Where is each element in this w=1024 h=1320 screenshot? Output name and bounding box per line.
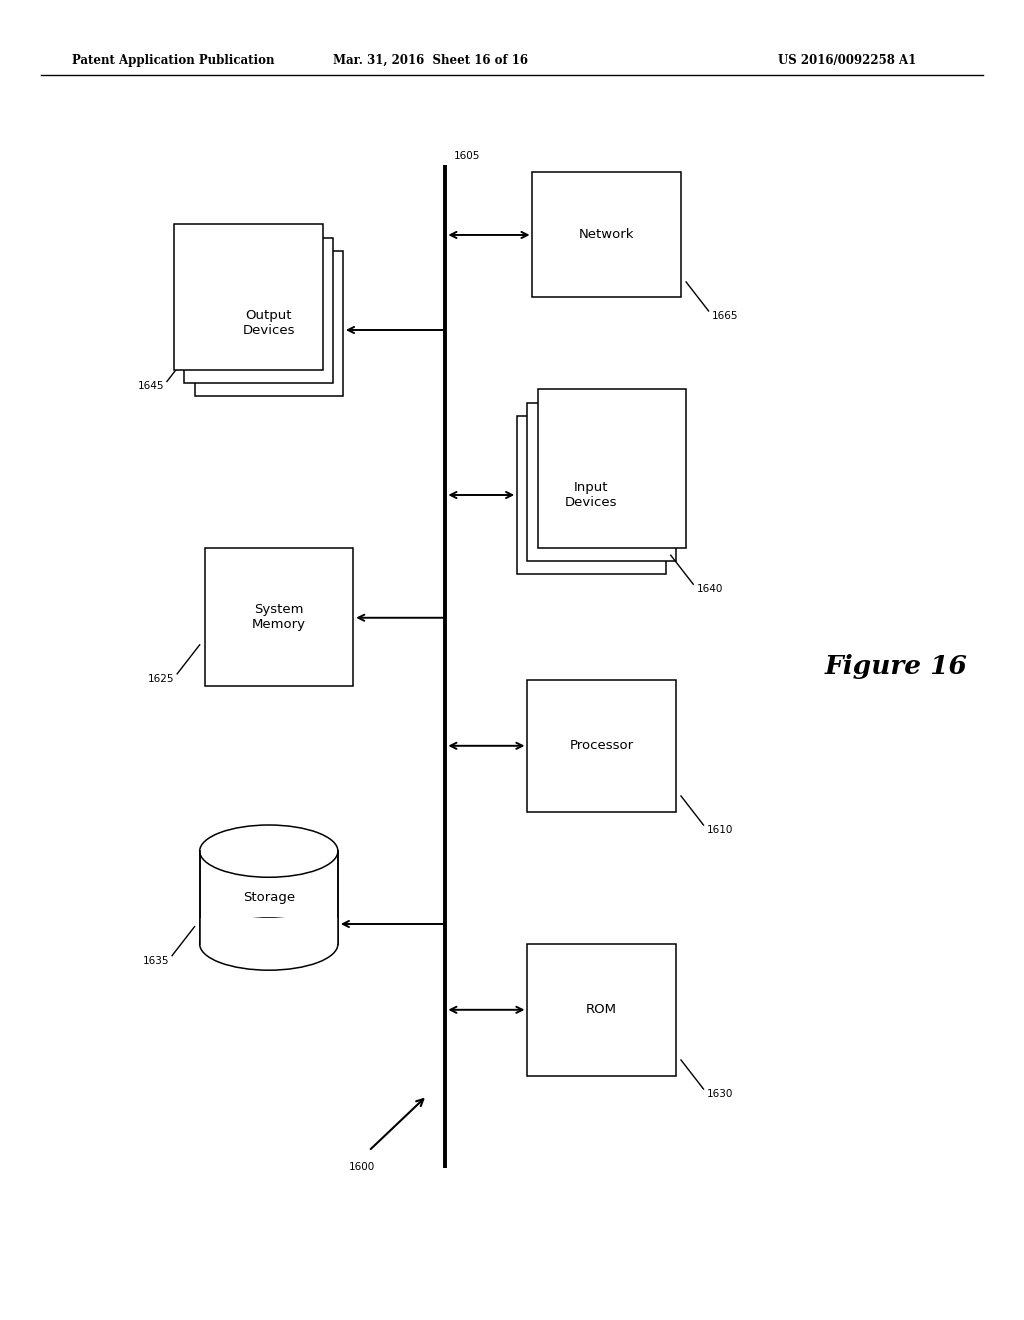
Text: 1600: 1600 bbox=[348, 1162, 375, 1172]
Ellipse shape bbox=[200, 917, 338, 970]
Bar bbox=[538, 389, 686, 548]
Bar bbox=[517, 416, 666, 574]
Text: 1665: 1665 bbox=[712, 312, 738, 321]
Text: 1605: 1605 bbox=[454, 150, 480, 161]
Text: 1610: 1610 bbox=[707, 825, 733, 836]
Text: Mar. 31, 2016  Sheet 16 of 16: Mar. 31, 2016 Sheet 16 of 16 bbox=[333, 54, 527, 67]
Text: US 2016/0092258 A1: US 2016/0092258 A1 bbox=[778, 54, 916, 67]
Bar bbox=[527, 680, 676, 812]
Text: Storage: Storage bbox=[243, 891, 295, 904]
Bar bbox=[527, 403, 676, 561]
Text: 1635: 1635 bbox=[142, 956, 169, 966]
Text: Input
Devices: Input Devices bbox=[565, 480, 617, 510]
Text: Patent Application Publication: Patent Application Publication bbox=[72, 54, 274, 67]
Text: Figure 16: Figure 16 bbox=[824, 655, 968, 678]
Bar bbox=[195, 251, 343, 396]
Bar bbox=[200, 917, 338, 944]
Bar bbox=[184, 238, 333, 383]
Text: Network: Network bbox=[579, 228, 635, 240]
Text: 1625: 1625 bbox=[147, 675, 174, 684]
Text: System
Memory: System Memory bbox=[252, 603, 306, 631]
Ellipse shape bbox=[200, 825, 338, 878]
Text: ROM: ROM bbox=[586, 1003, 617, 1016]
Text: Output
Devices: Output Devices bbox=[243, 309, 295, 338]
Text: 1630: 1630 bbox=[707, 1089, 733, 1100]
Bar bbox=[527, 944, 676, 1076]
Text: 1645: 1645 bbox=[137, 381, 164, 392]
Bar bbox=[532, 172, 681, 297]
Text: 1640: 1640 bbox=[696, 585, 723, 594]
Text: Processor: Processor bbox=[569, 739, 634, 752]
Bar bbox=[205, 548, 353, 686]
Bar bbox=[200, 851, 338, 944]
Bar bbox=[174, 224, 323, 370]
